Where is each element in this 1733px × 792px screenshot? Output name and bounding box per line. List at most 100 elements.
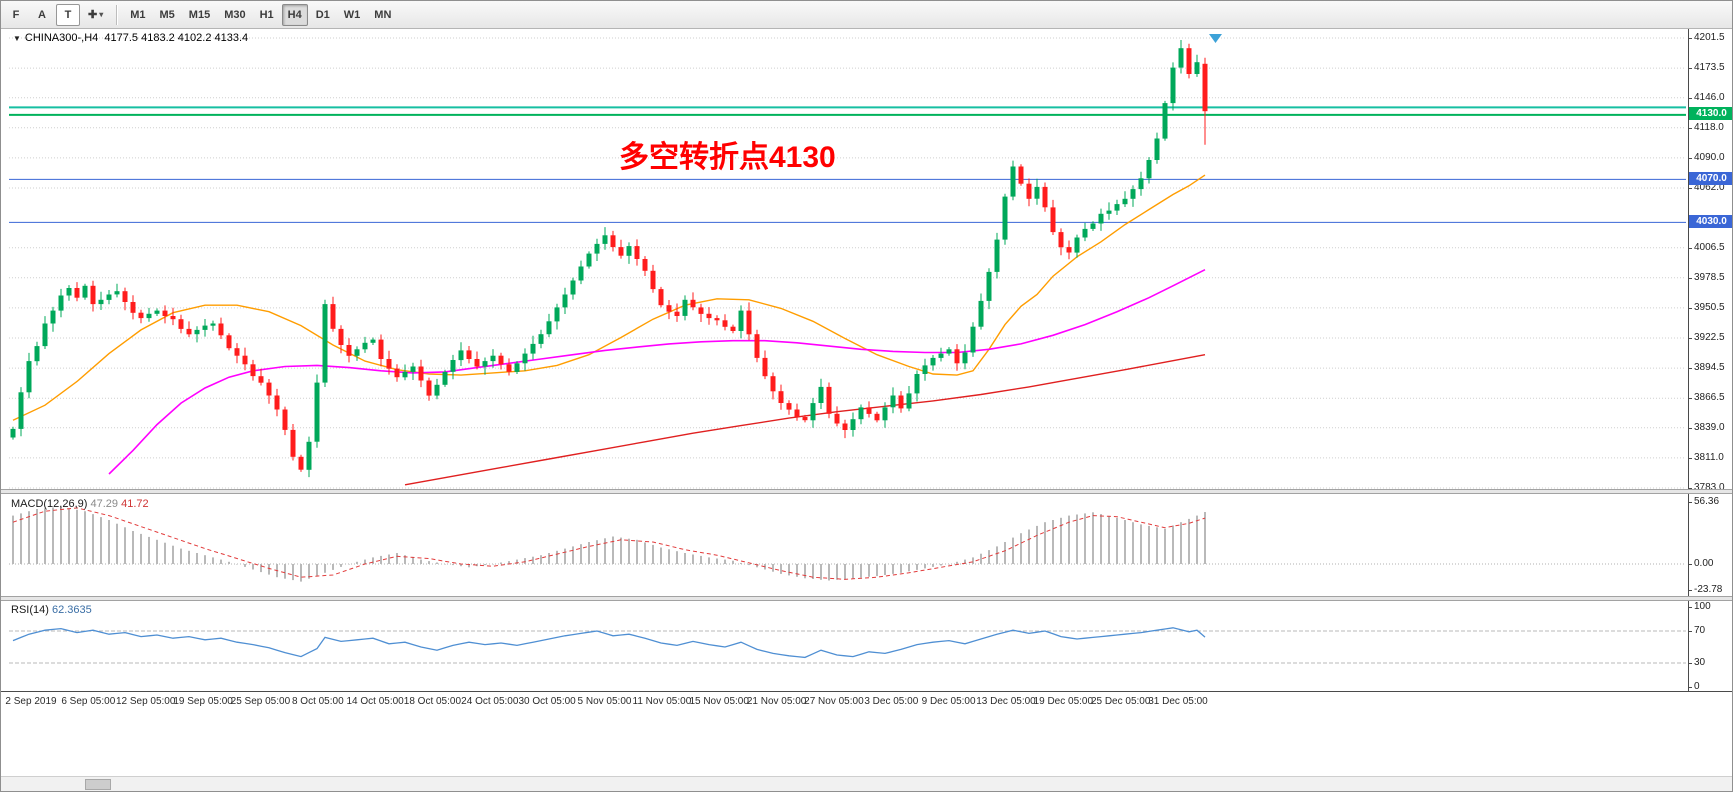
timeframe-w1-button[interactable]: W1 (338, 4, 367, 26)
price-axis-tick (1688, 247, 1692, 249)
file-button[interactable]: F (4, 4, 28, 26)
macd-panel-canvas[interactable] (1, 494, 1733, 596)
time-axis-label: 25 Sep 05:00 (230, 696, 291, 707)
price-axis-label: 3894.5 (1694, 362, 1725, 374)
price-axis-label: 4173.5 (1694, 62, 1725, 74)
price-axis-tick (1688, 338, 1692, 339)
price-axis-label: 3866.5 (1694, 392, 1725, 404)
rsi-axis-label: 0 (1694, 681, 1700, 692)
panel-splitter-rsi[interactable] (1, 596, 1732, 601)
price-axis-label: 3922.5 (1694, 332, 1725, 343)
macd-title: MACD(12,26,9) (11, 498, 88, 510)
scrollbar-thumb[interactable] (85, 779, 111, 790)
price-axis-label: 4118.0 (1694, 121, 1724, 133)
macd-axis-label: -23.78 (1694, 584, 1723, 596)
price-axis-label: 3950.5 (1694, 301, 1725, 313)
time-axis-label: 30 Oct 05:00 (518, 696, 576, 707)
price-axis-label: 4090.0 (1694, 151, 1725, 163)
symbol-ohlc-readout: ▼ CHINA300-,H4 4177.5 4183.2 4102.2 4133… (13, 32, 248, 44)
price-axis-tick (1688, 188, 1692, 189)
price-axis-separator (1688, 29, 1689, 691)
price-axis-label: 3978.5 (1694, 271, 1725, 283)
timeframe-mn-button[interactable]: MN (368, 4, 397, 26)
timeframe-h1-button[interactable]: H1 (254, 4, 280, 26)
chart-shift-marker-icon (1209, 34, 1222, 43)
time-axis-label: 15 Nov 05:00 (689, 696, 749, 707)
timeframe-m15-button[interactable]: M15 (183, 4, 216, 26)
rsi-axis-tick (1688, 687, 1692, 688)
price-axis-label: 4062.0 (1694, 182, 1725, 193)
MA-mid-magenta (108, 268, 1206, 475)
macd-axis-label: 0.00 (1694, 558, 1714, 569)
macd-indicator-label: MACD(12,26,9) 47.29 41.72 (11, 498, 149, 510)
cursor-arrow-button[interactable]: A (30, 4, 54, 26)
price-tag[interactable]: 4030.0 (1689, 214, 1732, 228)
price-axis-tick (1688, 368, 1692, 370)
rsi-axis-label: 70 (1694, 625, 1706, 636)
price-tag[interactable]: 4070.0 (1689, 171, 1732, 185)
macd-axis-label: 56.36 (1694, 496, 1720, 507)
price-axis-tick (1688, 97, 1692, 99)
time-axis-label: 9 Dec 05:00 (921, 696, 976, 707)
symbol-collapse-icon[interactable]: ▼ (13, 33, 21, 43)
price-axis-label: 4146.0 (1694, 91, 1725, 103)
rsi-axis-tick (1688, 631, 1692, 632)
rsi-panel-canvas[interactable] (1, 601, 1733, 691)
price-axis-label: 3783.0 (1694, 482, 1725, 493)
text-tool-button[interactable]: T (56, 3, 80, 26)
rsi-value: 62.3635 (51, 604, 92, 616)
chart-annotation: 多空转折点4130 (619, 141, 836, 174)
rsi-axis-tick (1688, 663, 1692, 664)
main-chart-canvas[interactable] (1, 29, 1733, 489)
timeframe-m5-button[interactable]: M5 (154, 4, 181, 26)
price-axis-tick (1688, 398, 1692, 400)
timeframe-m30-button[interactable]: M30 (218, 4, 251, 26)
price-axis-tick (1688, 457, 1692, 459)
macd-signal-value: 41.72 (121, 498, 149, 510)
time-axis-label: 21 Nov 05:00 (746, 696, 807, 707)
chevron-down-icon: ▾ (99, 10, 104, 19)
time-axis-label: 2 Sep 2019 (5, 696, 57, 707)
toolbar-separator (116, 4, 118, 25)
price-axis-tick (1688, 277, 1692, 279)
symbol-ohlc-text: CHINA300-,H4 4177.5 4183.2 4102.2 4133.4 (24, 32, 249, 44)
horizontal-scrollbar[interactable] (1, 776, 1732, 791)
rsi-indicator-label: RSI(14) 62.3635 (11, 604, 92, 616)
macd-axis-tick (1688, 502, 1692, 503)
rsi-axis-label: 30 (1694, 657, 1706, 668)
macd-axis-tick (1688, 590, 1692, 592)
MA-fast-orange (12, 174, 1206, 421)
toolbar: F A T ✚ ▾ M1 M5 M15 M30 H1 H4 D1 W1 MN (1, 1, 1732, 29)
rsi-title: RSI(14) (11, 604, 49, 616)
macd-axis-tick (1688, 564, 1692, 565)
macd-main-value: 47.29 (90, 498, 119, 510)
price-axis-tick (1688, 307, 1692, 309)
time-axis-label: 18 Oct 05:00 (403, 696, 462, 707)
price-axis-label: 3839.0 (1694, 421, 1725, 433)
time-axis-label: 19 Dec 05:00 (1033, 696, 1094, 707)
price-axis-tick (1688, 38, 1692, 39)
crosshair-tool-button[interactable]: ✚ ▾ (82, 4, 109, 26)
timeframe-d1-button[interactable]: D1 (310, 4, 336, 26)
time-axis-label: 19 Sep 05:00 (173, 696, 233, 707)
price-axis-tick (1688, 488, 1692, 489)
timeframe-h4-button[interactable]: H4 (281, 3, 308, 26)
rsi-axis-tick (1688, 607, 1692, 608)
timeframe-m1-button[interactable]: M1 (124, 4, 151, 26)
time-axis-label: 25 Dec 05:00 (1090, 696, 1151, 707)
time-axis-separator (1, 691, 1732, 692)
price-axis-tick (1688, 427, 1692, 429)
price-axis-tick (1688, 157, 1692, 159)
rsi-axis-label: 100 (1694, 601, 1711, 612)
panel-splitter-macd[interactable] (1, 489, 1732, 494)
time-axis-label: 11 Nov 05:00 (632, 696, 692, 707)
crosshair-icon: ✚ (88, 9, 98, 21)
price-axis-label: 4201.5 (1694, 32, 1725, 43)
time-axis-label: 6 Sep 05:00 (61, 696, 116, 707)
time-axis-label: 13 Dec 05:00 (976, 696, 1036, 707)
price-axis-tick (1688, 68, 1692, 70)
time-axis-label: 14 Oct 05:00 (346, 696, 404, 707)
time-axis-label: 5 Nov 05:00 (577, 696, 632, 707)
price-tag[interactable]: 4130.0 (1689, 107, 1732, 121)
